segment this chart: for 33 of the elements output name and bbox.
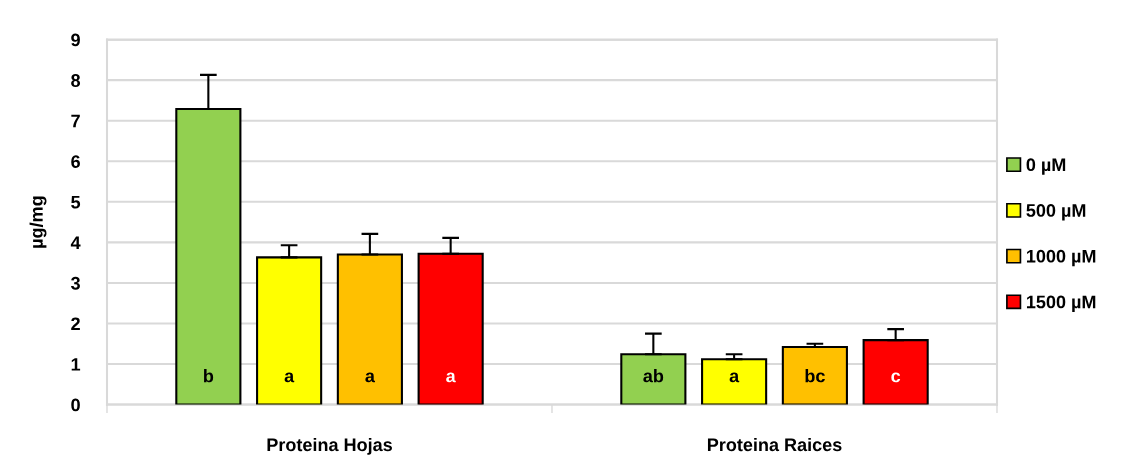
legend-label: 1500 µM bbox=[1026, 295, 1096, 312]
bar bbox=[781, 345, 848, 405]
bar bbox=[862, 339, 929, 405]
x-tick-label: Proteina Raices bbox=[707, 437, 842, 452]
bar bbox=[417, 252, 484, 405]
x-tick-label: Proteina Hojas bbox=[267, 437, 392, 455]
data-label: a bbox=[365, 372, 376, 383]
bar bbox=[175, 107, 242, 405]
data-label: a bbox=[284, 372, 295, 383]
data-label: c bbox=[891, 372, 901, 383]
bar bbox=[256, 256, 323, 405]
y-tick-label: 9 bbox=[71, 33, 80, 47]
y-tick-label: 0 bbox=[71, 398, 80, 412]
legend-label: 500 µM bbox=[1026, 204, 1086, 221]
y-tick-label: 4 bbox=[70, 236, 81, 249]
data-label: ab bbox=[643, 369, 664, 383]
bar bbox=[620, 353, 687, 405]
data-label: b bbox=[204, 369, 214, 383]
y-tick-label: 2 bbox=[71, 317, 80, 331]
bar bbox=[701, 358, 768, 405]
data-label: bc bbox=[805, 369, 825, 383]
bar bbox=[336, 253, 403, 405]
y-tick-label: 6 bbox=[71, 155, 80, 168]
y-tick-label: 8 bbox=[71, 74, 81, 87]
y-tick-label: 7 bbox=[71, 114, 80, 128]
y-axis-title: µg/mg bbox=[29, 196, 47, 248]
data-label: a bbox=[729, 372, 740, 383]
legend-label: 1000 µM bbox=[1026, 249, 1096, 267]
y-tick-label: 5 bbox=[71, 195, 81, 209]
y-tick-label: 3 bbox=[70, 276, 80, 290]
y-tick-label: 1 bbox=[71, 358, 81, 371]
data-label: a bbox=[446, 372, 456, 383]
legend-label: 0 µM bbox=[1026, 158, 1066, 175]
